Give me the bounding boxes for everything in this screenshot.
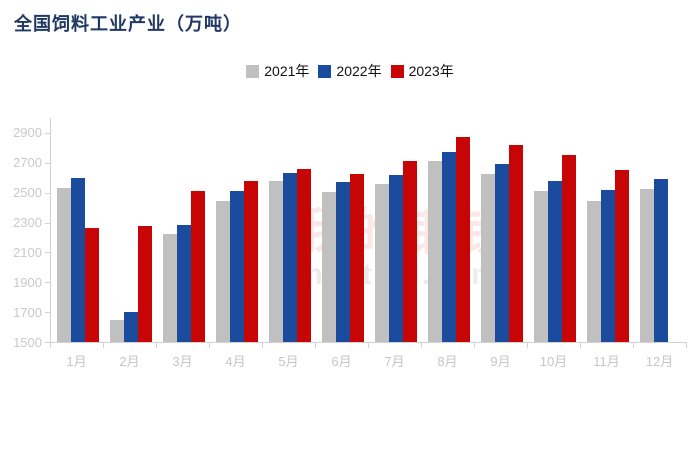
bar-2022年-1月 (70, 178, 85, 342)
y-tick-mark (45, 252, 50, 254)
bar-2021年-10月 (533, 191, 548, 342)
x-tick-mark (580, 343, 581, 348)
x-tick-mark (633, 343, 634, 348)
x-axis-label: 11月 (593, 354, 620, 369)
x-tick-mark (686, 343, 687, 348)
bar-2023年-4月 (243, 180, 258, 342)
y-tick-label: 2100 (13, 244, 42, 260)
x-tick-mark (156, 343, 157, 348)
legend: 2021年 2022年 2023年 (0, 61, 700, 81)
legend-swatch-2022 (318, 64, 332, 78)
y-tick-label: 2700 (13, 155, 42, 171)
legend-label-2021: 2021年 (264, 63, 310, 79)
bar-2021年-3月 (162, 234, 177, 342)
x-tick-mark (209, 343, 210, 348)
x-axis-label: 10月 (539, 354, 568, 369)
bar-2022年-10月 (547, 180, 562, 342)
legend-item-2021: 2021年 (246, 61, 309, 81)
x-axis-label: 6月 (331, 354, 352, 369)
bar-2022年-6月 (335, 182, 350, 342)
legend-item-2022: 2022年 (318, 61, 382, 81)
x-axis: 1月 2月 3月 4月 5月 6月 7月 8月 9月 10月 11月 12月 (50, 351, 686, 371)
bar-2021年-6月 (321, 191, 336, 342)
bar-2023年-7月 (402, 161, 417, 342)
x-axis-label: 12月 (645, 354, 674, 369)
x-axis-label: 3月 (172, 354, 193, 369)
bar-2021年-12月 (639, 188, 654, 342)
legend-label-2023: 2023年 (408, 63, 454, 79)
bar-2022年-11月 (600, 190, 615, 342)
bar-2023年-2月 (137, 226, 152, 342)
bar-2022年-4月 (229, 191, 244, 342)
x-tick-mark (527, 343, 528, 348)
y-tick-mark (45, 282, 50, 284)
y-tick-label: 1500 (13, 334, 42, 350)
x-tick-mark (103, 343, 104, 348)
x-axis-label: 1月 (66, 354, 87, 369)
y-tick-mark (45, 222, 50, 224)
y-tick-mark (45, 342, 50, 343)
y-tick-label: 2500 (13, 185, 42, 201)
bar-2023年-1月 (84, 227, 99, 342)
bar-2022年-3月 (176, 224, 191, 342)
x-tick-mark (50, 343, 51, 348)
bar-2022年-8月 (441, 151, 456, 342)
x-axis-label: 8月 (437, 354, 458, 369)
x-tick-mark (474, 343, 475, 348)
y-tick-mark (45, 312, 50, 314)
bar-2021年-4月 (215, 200, 230, 342)
bar-2022年-9月 (494, 163, 509, 342)
bar-2021年-5月 (268, 180, 283, 342)
x-axis-label: 4月 (225, 354, 246, 369)
bar-2021年-9月 (480, 174, 495, 342)
x-tick-mark (262, 343, 263, 348)
y-tick-label: 1700 (13, 304, 42, 320)
y-tick-mark (45, 162, 50, 164)
x-axis-label: 9月 (490, 354, 511, 369)
bar-2021年-1月 (56, 188, 71, 342)
x-axis-label: 7月 (384, 354, 405, 369)
bar-2023年-6月 (349, 174, 364, 342)
y-tick-label: 1900 (13, 274, 42, 290)
bar-2023年-8月 (455, 137, 470, 342)
x-axis-label: 2月 (119, 354, 140, 369)
bar-2022年-2月 (123, 312, 138, 342)
bar-2021年-8月 (427, 160, 442, 342)
legend-swatch-2023 (390, 64, 404, 78)
bar-2023年-10月 (561, 154, 576, 342)
bar-2022年-7月 (388, 174, 403, 342)
bar-2022年-5月 (282, 172, 297, 342)
legend-item-2023: 2023年 (390, 61, 454, 81)
x-tick-mark (368, 343, 369, 348)
bar-2023年-11月 (614, 169, 629, 342)
y-tick-label: 2300 (13, 215, 42, 231)
x-axis-label: 5月 (278, 354, 299, 369)
bar-2023年-9月 (508, 144, 523, 342)
y-tick-label: 2900 (13, 125, 42, 141)
legend-swatch-2021 (246, 64, 260, 78)
bar-2021年-11月 (586, 200, 601, 342)
y-tick-mark (45, 192, 50, 194)
y-tick-mark (45, 132, 50, 134)
x-tick-mark (421, 343, 422, 348)
bar-2021年-2月 (109, 320, 124, 342)
bar-2023年-5月 (296, 168, 311, 342)
bar-2023年-3月 (190, 191, 205, 342)
plot-area (50, 118, 687, 343)
chart-title: 全国饲料工业产业（万吨） (14, 14, 242, 34)
bar-2022年-12月 (653, 179, 668, 342)
x-tick-mark (315, 343, 316, 348)
legend-label-2022: 2022年 (336, 63, 382, 79)
y-axis: 1500 1700 1900 2100 2300 2500 2700 2900 (0, 118, 42, 349)
bar-2021年-7月 (374, 183, 389, 342)
